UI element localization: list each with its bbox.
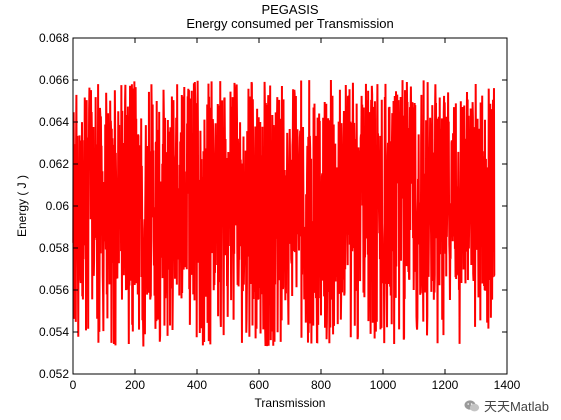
series-line: [72, 80, 496, 347]
y-tick-label: 0.068: [39, 31, 69, 45]
y-tick-label: 0.062: [39, 157, 69, 171]
y-tick-label: 0.06: [46, 199, 70, 213]
x-tick-label: 1000: [370, 378, 397, 392]
x-tick-label: 800: [311, 378, 331, 392]
chart-title: PEGASIS: [261, 2, 318, 17]
y-axis-label: Energy ( J ): [15, 175, 29, 237]
wechat-icon: [464, 399, 480, 411]
watermark-text: 天天Matlab: [483, 399, 549, 414]
chart-subtitle: Energy consumed per Transmission: [186, 16, 393, 31]
y-axis: 0.052 0.054 0.056 0.058 0.06 0.062 0.064 0.066 0…: [39, 31, 507, 381]
y-tick-label: 0.052: [39, 367, 69, 381]
watermark: 天天Matlab: [459, 395, 553, 416]
series-layer: [72, 80, 496, 347]
y-tick-label: 0.064: [39, 115, 69, 129]
y-tick-label: 0.066: [39, 73, 69, 87]
y-tick-label: 0.058: [39, 241, 69, 255]
y-tick-label: 0.054: [39, 325, 69, 339]
x-axis: 0 200 400 600 800 1000 1200 1400: [70, 38, 521, 392]
x-tick-label: 200: [125, 378, 145, 392]
x-tick-label: 600: [249, 378, 269, 392]
y-tick-label: 0.056: [39, 283, 69, 297]
x-axis-label: Transmission: [255, 396, 326, 410]
x-tick-label: 1400: [494, 378, 521, 392]
x-tick-label: 1200: [432, 378, 459, 392]
x-tick-label: 400: [187, 378, 207, 392]
x-tick-label: 0: [70, 378, 77, 392]
